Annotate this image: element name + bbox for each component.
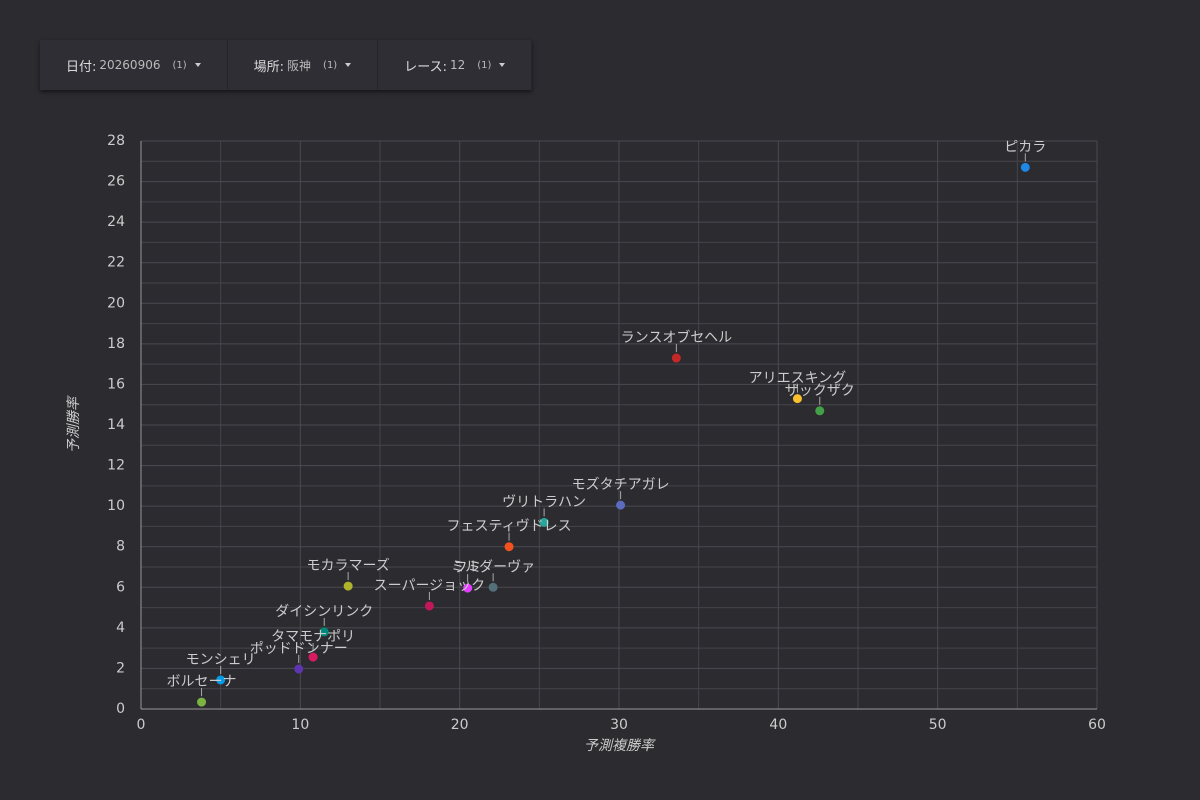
filter-label: 場所:	[253, 59, 285, 75]
y-tick-label: 2	[116, 660, 125, 676]
point	[671, 353, 681, 363]
filter-count: (1)	[323, 59, 338, 71]
filter-label: レース:	[404, 59, 447, 75]
point-label: ミルダーヴァ	[451, 558, 535, 575]
filter-count: (1)	[172, 59, 187, 71]
point	[539, 517, 549, 527]
point	[294, 664, 304, 674]
point-label: フミ	[454, 560, 482, 576]
filter-control[interactable]: 日付: 20260906 (1)	[40, 40, 228, 90]
point-label: モズタチアガレ	[572, 477, 670, 493]
point	[815, 406, 825, 416]
x-tick-label: 20	[451, 717, 469, 733]
x-axis-label: 予測複勝率	[584, 738, 656, 754]
point	[792, 394, 802, 404]
point	[308, 652, 318, 662]
point-label: モンシェリ	[186, 652, 256, 668]
x-tick-label: 0	[137, 717, 146, 733]
filter-label: 日付:	[66, 59, 97, 75]
y-tick-label: 16	[107, 376, 125, 392]
point-label: アリエスキング	[749, 371, 847, 387]
y-axis-label: 予測勝率	[66, 395, 82, 453]
point-label: スーパージョック	[374, 578, 486, 594]
point	[463, 583, 473, 593]
dropdown-arrow	[499, 63, 506, 67]
y-tick-label: 10	[107, 498, 125, 514]
point	[424, 601, 434, 611]
point-label: ザックザク	[785, 383, 855, 399]
point	[616, 500, 626, 510]
filter-bar: 日付: 20260906 (1) 場所: 阪神 (1) レース: 12 (1)	[40, 40, 533, 90]
y-tick-label: 12	[107, 458, 125, 474]
point	[1020, 162, 1030, 172]
y-tick-label: 6	[116, 579, 125, 595]
y-tick-label: 22	[107, 255, 125, 271]
y-tick-label: 28	[107, 133, 125, 149]
dropdown-arrow	[345, 63, 352, 67]
x-tick-label: 50	[929, 717, 947, 733]
y-tick-label: 24	[107, 214, 125, 230]
filter-value: 20260906	[99, 58, 161, 72]
x-tick-label: 30	[610, 717, 628, 733]
filter-value: 12	[449, 58, 466, 72]
x-tick-label: 40	[769, 717, 787, 733]
y-tick-label: 26	[107, 174, 125, 190]
point	[197, 697, 207, 707]
y-tick-label: 14	[107, 417, 125, 433]
point-label: ランスオブセヘル	[621, 329, 732, 346]
point-label: フェスティヴドレス	[446, 518, 571, 535]
point	[488, 582, 498, 592]
point-label: ボルセーナ	[167, 674, 237, 690]
point-label: ヴリトラハン	[502, 493, 586, 510]
filter-count: (1)	[477, 59, 492, 71]
filter-value: 阪神	[287, 58, 312, 73]
filter-control[interactable]: 場所: 阪神 (1)	[228, 40, 379, 90]
point	[343, 581, 353, 591]
y-tick-label: 4	[116, 620, 125, 636]
point-label: タマモナポリ	[271, 629, 355, 645]
point-label: ピカラ	[1004, 139, 1046, 155]
point-label: モカラマーズ	[306, 558, 389, 574]
x-tick-label: 60	[1088, 717, 1106, 733]
point	[216, 675, 226, 685]
point	[319, 627, 329, 637]
y-tick-label: 20	[107, 295, 125, 311]
y-tick-label: 8	[116, 539, 125, 555]
y-tick-label: 18	[107, 336, 125, 352]
point-label: ポッドドンナー	[250, 641, 348, 657]
x-tick-label: 10	[291, 717, 309, 733]
dropdown-arrow	[194, 63, 201, 67]
filter-control[interactable]: レース: 12 (1)	[378, 40, 533, 90]
point-label: ダイシンリンク	[275, 604, 373, 620]
point	[504, 542, 514, 552]
y-tick-label: 0	[116, 701, 125, 717]
